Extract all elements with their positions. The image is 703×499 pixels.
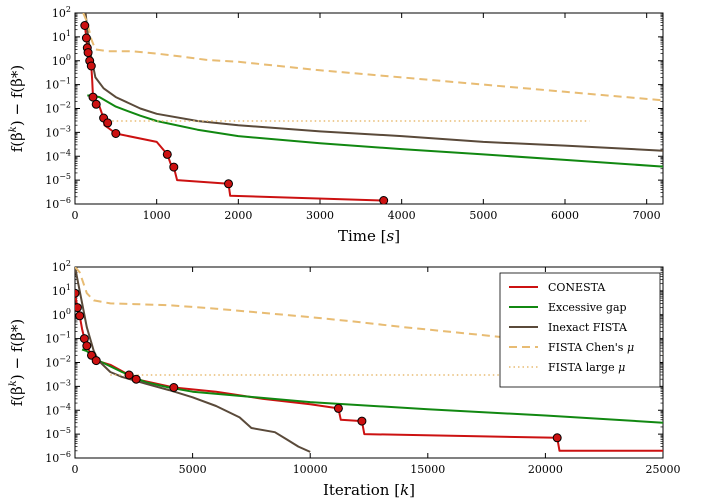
y-tick-label: 101: [52, 29, 71, 44]
series-line-4: [75, 267, 663, 356]
data-point-marker: [80, 21, 90, 30]
legend-label: Excessive gap: [548, 301, 627, 314]
time-panel: 10−6 10−5 10−4 10−3 10−2 10−1 100 101 102 0 1000 20…: [8, 5, 664, 245]
x-tick-label: 2000: [224, 209, 252, 222]
x-tick-label: 4000: [388, 209, 416, 222]
legend-label: FISTA Chen's μ: [548, 341, 634, 354]
data-point-marker: [111, 129, 121, 138]
legend-label: FISTA large μ: [548, 361, 625, 374]
data-point-marker: [333, 403, 343, 413]
y-tick-label: 10−5: [45, 426, 71, 441]
x-tick-label: 5000: [469, 209, 497, 222]
y-tick-label: 100: [52, 53, 71, 68]
legend-box: [499, 272, 661, 388]
series-line-2: [87, 94, 663, 168]
x-tick-label: 5000: [179, 463, 207, 476]
x-axis-label: Time [s]: [338, 227, 400, 245]
y-tick-label: 10−2: [45, 101, 71, 116]
y-axis-label: f(βk) − f(β*): [8, 319, 26, 407]
y-tick-label: 10−6: [45, 450, 71, 465]
data-point-marker: [88, 92, 98, 102]
data-point-marker: [86, 61, 96, 71]
x-axis-label: Iteration [k]: [323, 481, 415, 499]
y-tick-label: 102: [52, 5, 71, 20]
x-tick-label: 10000: [293, 463, 328, 476]
x-tick-label: 25000: [646, 463, 681, 476]
y-tick-label: 10−4: [45, 148, 71, 163]
plot-area: [80, 13, 663, 204]
data-point-marker: [75, 303, 82, 313]
data-point-marker: [91, 99, 101, 109]
data-point-marker: [552, 433, 562, 443]
data-point-marker: [75, 311, 85, 321]
y-tick-label: 100: [52, 307, 71, 322]
y-tick-label: 10−5: [45, 172, 71, 187]
x-tick-label: 6000: [551, 209, 579, 222]
data-point-marker: [83, 48, 93, 58]
y-tick-label: 10−1: [45, 77, 71, 92]
y-tick-label: 102: [52, 259, 71, 274]
data-point-marker: [357, 416, 367, 426]
x-tick-label: 1000: [143, 209, 171, 222]
x-tick-label: 15000: [410, 463, 445, 476]
x-tick-label: 3000: [306, 209, 334, 222]
y-tick-label: 10−6: [45, 196, 71, 211]
x-tick-label: 0: [72, 209, 79, 222]
series-line-3: [84, 13, 663, 152]
y-tick-label: 10−4: [45, 402, 71, 417]
data-point-marker: [162, 149, 172, 159]
legend: CONESTA Excessive gap Inexact FISTA FISTA C…: [499, 272, 661, 388]
data-point-marker: [82, 341, 92, 351]
data-point-marker: [103, 118, 113, 128]
y-tick-label: 10−3: [45, 378, 71, 393]
x-tick-label: 7000: [633, 209, 661, 222]
data-point-marker: [379, 196, 389, 204]
data-point-marker: [124, 370, 134, 380]
data-point-marker: [131, 374, 141, 384]
y-axis-label: f(βk) − f(β*): [8, 65, 26, 153]
plot-frame: [74, 12, 664, 205]
x-tick-label: 20000: [528, 463, 563, 476]
y-tick-label: 101: [52, 283, 71, 298]
x-tick-label: 0: [72, 463, 79, 476]
y-tick-label: 10−2: [45, 355, 71, 370]
series-line-3: [75, 267, 311, 453]
iteration-panel: 10−6 10−5 10−4 10−3 10−2 10−1 100 101 102 0 5000 10…: [8, 259, 681, 499]
legend-label: Inexact FISTA: [548, 321, 628, 334]
y-tick-label: 10−1: [45, 331, 71, 346]
data-point-marker: [169, 162, 179, 172]
data-point-marker: [81, 33, 91, 43]
plot-area: [75, 267, 663, 453]
data-point-marker: [169, 383, 179, 392]
data-point-marker: [224, 179, 233, 189]
data-point-marker: [75, 288, 80, 298]
y-tick-label: 10−3: [45, 124, 71, 139]
data-point-marker: [91, 356, 101, 366]
series-line-4: [82, 13, 663, 102]
legend-label: CONESTA: [548, 281, 606, 294]
